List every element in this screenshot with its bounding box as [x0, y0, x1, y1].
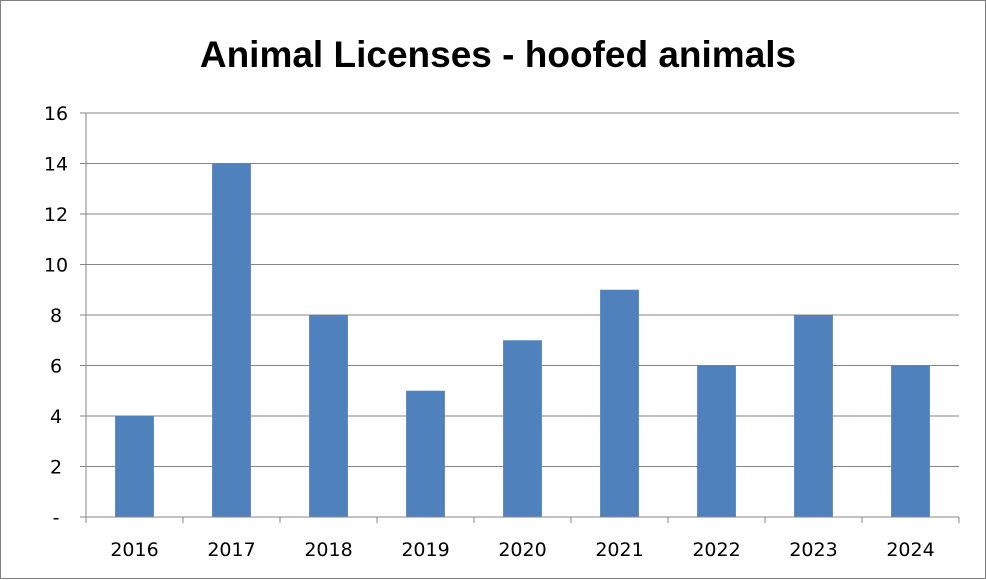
y-tick-label: 4 — [50, 406, 62, 428]
bar-2017 — [212, 163, 251, 517]
chart-title: Animal Licenses - hoofed animals — [200, 34, 796, 75]
x-tick-label: 2024 — [886, 539, 934, 561]
x-tick-label: 2023 — [789, 539, 837, 561]
x-tick-label: 2021 — [595, 539, 643, 561]
bar-2019 — [406, 390, 445, 517]
bar-2024 — [891, 365, 930, 517]
y-tick-label: 10 — [44, 255, 68, 277]
y-tick-label: 2 — [50, 457, 62, 479]
x-tick-label: 2018 — [304, 539, 352, 561]
bar-2023 — [794, 315, 833, 517]
y-axis-tick-labels: - 2 4 6 8 10 12 14 16 — [44, 103, 68, 529]
y-tick-label: 6 — [50, 356, 62, 378]
y-tick-label: 16 — [44, 103, 68, 125]
x-tick-label: 2017 — [207, 539, 255, 561]
bar-2020 — [503, 340, 542, 517]
x-axis-tick-labels: 2016 2017 2018 2019 2020 2021 2022 2023 2024 — [110, 539, 934, 561]
bar-2021 — [600, 289, 639, 517]
axes — [80, 112, 960, 523]
bar-2018 — [309, 315, 348, 517]
bar-2016 — [115, 416, 154, 517]
bars — [115, 163, 930, 517]
x-tick-label: 2016 — [110, 539, 158, 561]
x-tick-label: 2020 — [498, 539, 546, 561]
x-tick-label: 2022 — [692, 539, 740, 561]
x-tick-label: 2019 — [401, 539, 449, 561]
y-tick-label: 12 — [44, 204, 68, 226]
y-tick-label: 8 — [50, 305, 62, 327]
y-tick-label: - — [53, 507, 60, 529]
y-tick-label: 14 — [44, 154, 68, 176]
bar-2022 — [697, 365, 736, 517]
